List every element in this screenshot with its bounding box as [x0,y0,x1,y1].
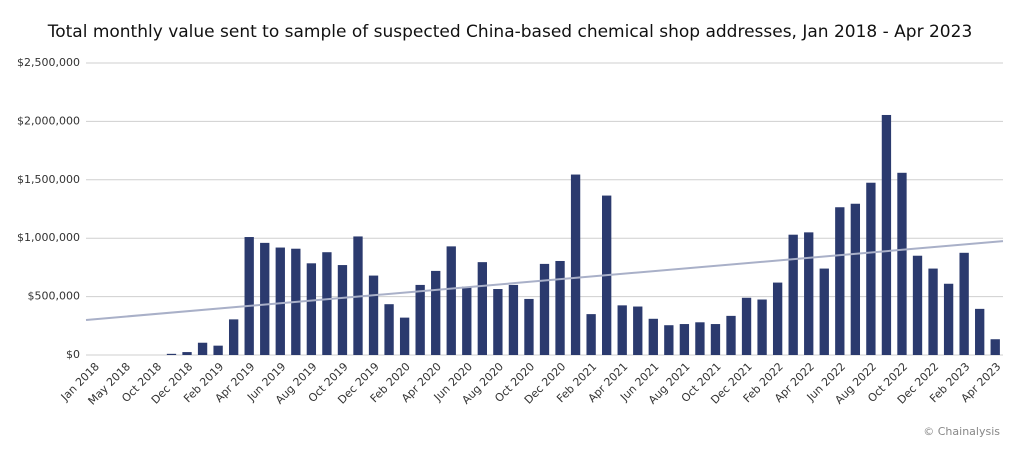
bar [959,252,969,355]
bar [166,353,177,355]
bar [197,342,208,355]
bar [679,324,690,355]
bar [228,319,239,355]
bar [244,237,254,355]
y-tick-label: $500,000 [28,290,81,303]
bar [866,182,876,355]
bar [493,289,503,355]
bar [213,345,223,355]
bar [695,322,705,355]
bar [539,263,550,355]
bar [881,114,892,355]
bar [384,304,394,355]
bar [928,268,938,355]
bar [275,247,285,355]
trendline [85,240,1004,321]
bar [850,203,861,355]
bar [306,263,317,355]
bar [322,252,332,355]
bar [399,317,410,355]
bar [912,255,923,355]
bar [570,174,581,355]
bar [477,262,487,355]
bar [555,260,565,355]
y-tick-label: $0 [66,348,80,361]
bar [897,172,907,355]
bar [943,283,954,355]
bar [260,242,270,355]
bar [726,315,736,355]
bar [368,275,379,355]
bar [664,325,674,355]
bar [524,298,534,355]
bar [617,305,627,355]
y-tick-label: $1,000,000 [17,231,80,244]
bar [975,308,985,355]
bar [337,265,348,355]
bar [788,234,798,355]
credit: © Chainalysis [923,425,1000,438]
bar [586,314,596,355]
bar [990,339,1000,355]
bar [182,352,192,355]
bar [835,207,845,355]
bar [462,286,472,355]
bar [772,282,783,355]
y-tick-label: $1,500,000 [17,173,80,186]
y-tick-label: $2,000,000 [17,114,80,127]
bar [633,306,643,355]
bar [710,324,721,355]
chart-title: Total monthly value sent to sample of su… [47,22,973,42]
bar [431,270,441,355]
bar [804,232,814,355]
bar [415,284,425,355]
bar [741,297,752,355]
bar [757,299,767,355]
y-tick-label: $2,500,000 [17,56,80,69]
bar [508,284,519,355]
bar [446,246,456,355]
bar [819,268,829,355]
bar [648,318,658,355]
